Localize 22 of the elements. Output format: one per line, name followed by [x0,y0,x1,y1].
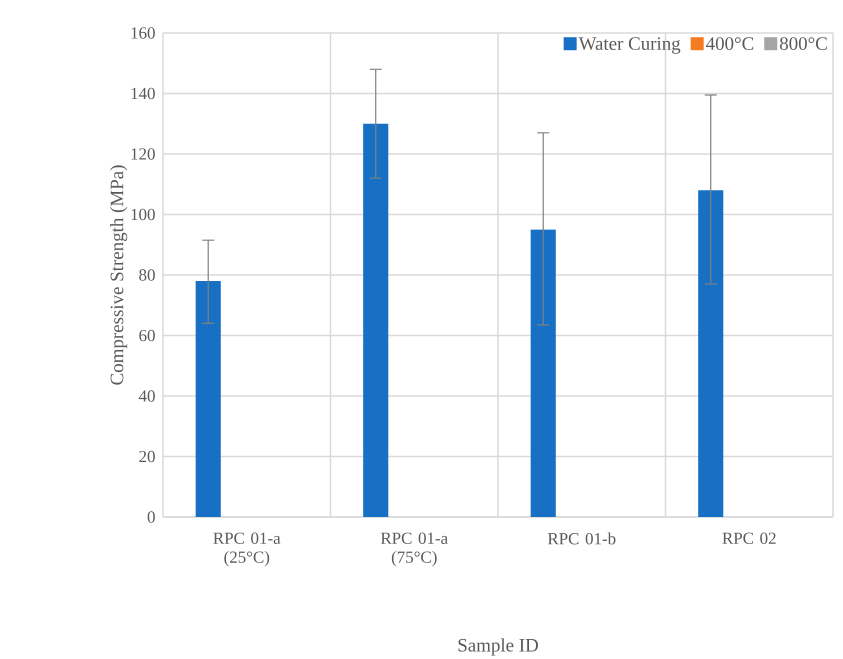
y-axis-title: Compressive Strength (MPa) [110,165,128,385]
bar [530,230,556,517]
y-tick-label: 60 [139,330,155,342]
x-tick-label: RPC 01-a (25°C) [213,532,280,566]
y-tick-label: 100 [132,208,155,220]
y-tick-label: 140 [132,88,155,100]
legend-label: 800°C [780,37,827,50]
x-tick-label: RPC 01-b [548,532,616,544]
y-tick-label: 40 [138,390,155,402]
y-tick-label: 160 [132,27,155,39]
x-tick-label: RPC 02 [722,532,776,544]
bar [196,281,221,517]
legend-label: 400°C [706,37,754,50]
bar [698,190,724,517]
legend-label: Water Curing [578,37,680,54]
x-tick-label: RPC 01-a (75°C) [380,532,448,566]
y-tick-label: 120 [132,148,155,160]
y-tick-label: 0 [148,511,155,523]
y-tick-label: 80 [139,269,155,281]
x-axis-title: Sample ID [458,638,538,656]
y-tick-label: 20 [139,450,155,462]
bar [363,124,388,517]
